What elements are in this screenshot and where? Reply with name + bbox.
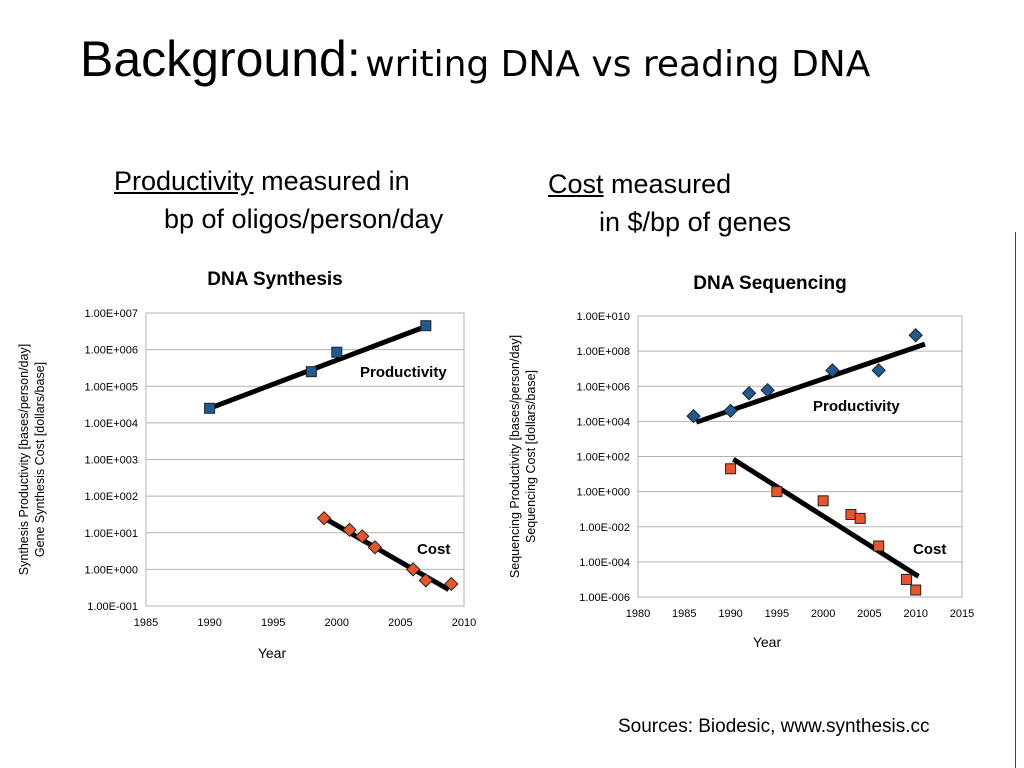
data-point-productivity (825, 363, 840, 378)
y-tick-label: 1.00E+004 (576, 416, 630, 428)
data-point-cost (367, 540, 383, 555)
chart-title: DNA Sequencing (693, 273, 846, 294)
x-axis-label: Year (258, 645, 287, 661)
x-tick-label: 1985 (134, 617, 158, 629)
data-point-productivity (723, 403, 738, 419)
data-point-cost (316, 510, 332, 526)
x-tick-label: 2010 (903, 608, 927, 620)
data-point-productivity (305, 366, 317, 378)
title-rest: writing DNA vs reading DNA (365, 44, 871, 85)
chart-title: DNA Synthesis (207, 269, 343, 290)
x-tick-label: 1985 (672, 608, 696, 620)
y-tick-label: 1.00E+006 (576, 381, 630, 393)
y-tick-label: 1.00E+008 (576, 346, 630, 358)
data-point-productivity (871, 363, 886, 378)
caption-productivity-keyword: Productivity (114, 166, 254, 196)
data-point-cost (405, 562, 421, 577)
sources-note: Sources: Biodesic, www.synthesis.cc (618, 716, 930, 737)
x-tick-label: 1995 (765, 608, 789, 620)
y-tick-label: 1.00E-002 (579, 522, 630, 534)
slide-title: Background: writing DNA vs reading DNA (80, 30, 870, 88)
y-tick-label: 1.00E+006 (84, 345, 138, 357)
y-tick-label: 1.00E+003 (84, 455, 138, 467)
caption-cost-line2: in $/bp of genes (599, 207, 792, 237)
data-point-productivity (331, 346, 343, 358)
data-point-cost (817, 495, 829, 507)
x-tick-label: 2015 (950, 608, 974, 620)
data-point-cost (910, 584, 922, 596)
series-label-productivity: Productivity (360, 364, 447, 381)
caption-cost: Cost measured in $/bp of genes (548, 165, 791, 241)
trend-line-productivity (208, 322, 431, 411)
data-point-cost (771, 486, 783, 498)
y-tick-label: 1.00E+002 (84, 491, 138, 503)
y-axis-label-line2: Sequencing Cost [dollars/base] (524, 370, 538, 543)
y-axis-label-line2: Gene Synthesis Cost [dollars/base] (33, 362, 47, 557)
caption-productivity-rest: measured in (261, 166, 410, 196)
y-tick-label: 1.00E+000 (84, 564, 138, 576)
y-tick-label: 1.00E+004 (84, 418, 138, 430)
y-tick-label: 1.00E+005 (84, 381, 138, 393)
x-tick-label: 2000 (325, 617, 349, 629)
y-tick-label: 1.00E+007 (84, 308, 138, 320)
data-point-productivity (908, 328, 923, 343)
caption-cost-rest: measured (611, 169, 732, 199)
x-tick-label: 2005 (388, 617, 412, 629)
data-point-cost (725, 463, 737, 475)
y-tick-label: 1.00E+010 (576, 311, 630, 323)
dna-synthesis-chart: 1.00E-001 1.00E+000 1.00E+001 1.00E+002 1.00… (17, 269, 476, 661)
y-tick-label: 1.00E-006 (579, 592, 630, 604)
y-axis-label-line1: Sequencing Productivity [bases/person/da… (508, 335, 522, 578)
dna-sequencing-chart: 1.00E-006 1.00E-004 1.00E-002 1.00E+000 1.00… (508, 273, 974, 650)
data-point-cost (342, 522, 357, 538)
data-point-cost (854, 512, 866, 524)
data-point-cost (355, 529, 370, 544)
series-label-cost: Cost (417, 541, 450, 558)
y-tick-label: 1.00E-004 (579, 557, 630, 569)
y-tick-label: 1.00E-001 (87, 601, 138, 613)
y-tick-label: 1.00E+001 (84, 528, 138, 540)
x-tick-label: 1980 (626, 608, 650, 620)
data-point-productivity (686, 408, 701, 424)
x-tick-label: 1995 (261, 617, 285, 629)
data-point-cost (418, 573, 434, 588)
data-point-cost (873, 540, 885, 552)
vertical-rule (1015, 232, 1016, 768)
x-axis-label: Year (753, 634, 782, 650)
y-axis-label-line1: Synthesis Productivity [bases/person/day… (17, 344, 31, 575)
caption-productivity-line2: bp of oligos/person/day (164, 204, 444, 234)
data-point-cost (444, 576, 459, 592)
data-point-cost (845, 508, 857, 520)
title-main: Background: (80, 31, 361, 87)
series-label-cost: Cost (913, 541, 946, 558)
x-tick-label: 2010 (452, 617, 476, 629)
y-tick-label: 1.00E+002 (576, 452, 630, 464)
data-point-productivity (204, 402, 216, 414)
x-tick-label: 1990 (197, 617, 221, 629)
y-tick-label: 1.00E+000 (576, 487, 630, 499)
data-point-cost (900, 573, 912, 585)
x-tick-label: 2005 (857, 608, 881, 620)
x-tick-label: 1990 (718, 608, 742, 620)
data-point-productivity (741, 386, 757, 401)
x-tick-label: 2000 (811, 608, 835, 620)
trend-line-cost (732, 457, 920, 579)
data-point-productivity (760, 382, 775, 398)
caption-productivity: Productivity measured in bp of oligos/pe… (114, 162, 443, 238)
data-point-productivity (420, 320, 432, 332)
caption-cost-keyword: Cost (548, 169, 604, 199)
series-label-productivity: Productivity (813, 398, 900, 415)
